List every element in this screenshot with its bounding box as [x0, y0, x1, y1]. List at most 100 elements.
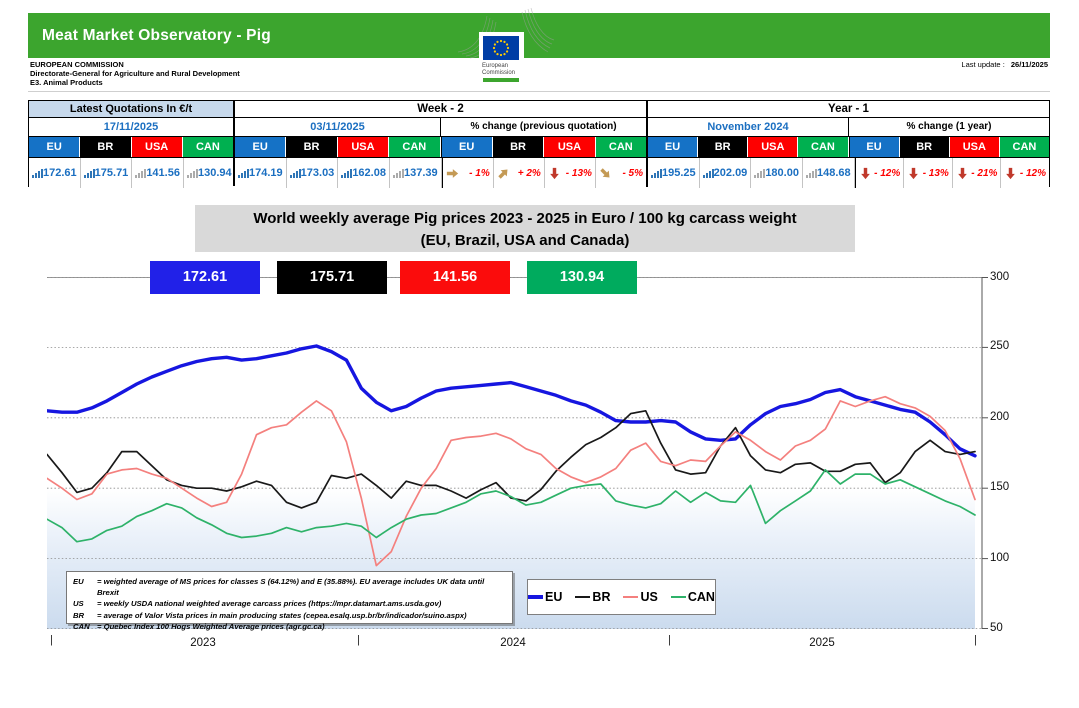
trend-arrow-down-icon — [909, 167, 919, 179]
legend-label: US — [640, 590, 658, 604]
eu-flag-icon — [483, 36, 519, 60]
org-line-1: EUROPEAN COMMISSION — [30, 60, 124, 69]
pct-change-cell-can: - 12% — [1001, 158, 1049, 188]
year-label-2023: 2023 — [190, 637, 216, 649]
mini-bar-chart-icon — [702, 168, 714, 178]
pct-change-cell-br: + 2% — [493, 158, 545, 188]
country-header-can: CAN — [595, 137, 646, 157]
legend-item-br: BR — [575, 590, 610, 604]
country-header-br: BR — [286, 137, 338, 157]
country-header-eu: EU — [440, 137, 493, 157]
footnote-code: EU — [73, 577, 84, 586]
country-header-usa: USA — [337, 137, 390, 157]
y-axis-label-250: 250 — [990, 340, 1010, 353]
chart-title-line1: World weekly average Pig prices 2023 - 2… — [253, 210, 797, 227]
pct-change-cell-eu: - 12% — [854, 158, 905, 188]
footnote-text: = weighted average of MS prices for clas… — [97, 577, 485, 598]
x-axis-tick: | — [50, 634, 53, 646]
header-divider — [28, 91, 1050, 92]
footnote-line-us: US = weekly USDA national weighted averag… — [73, 598, 506, 609]
current-value-box-eu: 172.61 — [150, 261, 260, 294]
quote-value-cell-can: 137.39 — [389, 158, 442, 188]
ec-logo: European Commission — [479, 32, 524, 88]
country-header-br: BR — [698, 137, 749, 157]
table-section-latest: Latest Quotations In €/t 17/11/2025 EU BR… — [29, 101, 235, 188]
y-axis-label-300: 300 — [990, 270, 1010, 283]
trend-arrow-right-icon — [446, 168, 458, 178]
org-line-3: E3. Animal Products — [30, 78, 103, 87]
mini-bar-chart-icon — [83, 168, 95, 178]
y-axis-label-50: 50 — [990, 621, 1003, 634]
legend-label: BR — [592, 590, 611, 604]
year-label-2025: 2025 — [809, 637, 835, 649]
pct-change-cell-usa: - 13% — [544, 158, 596, 188]
pct-change-cell-can: - 5% — [595, 158, 646, 188]
pct-header-week2: % change (previous quotation) — [440, 118, 646, 136]
mini-bar-chart-icon — [289, 168, 301, 178]
quote-value-cell-usa: 180.00 — [751, 158, 803, 188]
country-header-usa: USA — [131, 137, 183, 157]
y-axis-label-200: 200 — [990, 410, 1010, 423]
quote-date-week2: 03/11/2025 — [310, 121, 365, 133]
pct-header-year1: % change (1 year) — [848, 118, 1049, 136]
y-axis-label-100: 100 — [990, 551, 1010, 564]
y-axis-label-150: 150 — [990, 481, 1010, 494]
org-line-2: Directorate-General for Agriculture and … — [30, 69, 240, 78]
report-title: Meat Market Observatory - Pig — [42, 27, 271, 44]
footnote-line-eu: EU = weighted average of MS prices for cl… — [73, 576, 506, 598]
country-header-can: CAN — [798, 137, 849, 157]
footnote-box: EU = weighted average of MS prices for cl… — [66, 571, 513, 631]
quote-value-cell-br: 175.71 — [80, 158, 133, 188]
series-line-eu — [47, 344, 977, 458]
mini-bar-chart-icon — [392, 168, 404, 178]
mini-bar-chart-icon — [135, 168, 147, 178]
quote-value-cell-br: 202.09 — [699, 158, 752, 188]
chart-title: World weekly average Pig prices 2023 - 2… — [195, 205, 855, 252]
footnote-line-can: CAN = Quebec Index 100 Hogs Weighted Aver… — [73, 621, 506, 632]
country-header-can: CAN — [182, 137, 233, 157]
mini-bar-chart-icon — [651, 168, 662, 178]
pct-change-cell-usa: - 21% — [952, 158, 1002, 188]
country-header-can: CAN — [389, 137, 441, 157]
country-header-br: BR — [492, 137, 545, 157]
section-header-week2: Week - 2 — [235, 101, 646, 118]
quote-value-cell-br: 173.03 — [286, 158, 339, 188]
legend-swatch-can — [670, 596, 686, 598]
quote-value-cell-eu: 195.25 — [648, 158, 700, 188]
country-header-eu: EU — [648, 137, 699, 157]
pct-change-cell-br: - 13% — [904, 158, 953, 188]
quote-value-cell-eu: 172.61 — [29, 158, 81, 188]
x-axis-tick: | — [357, 634, 360, 646]
quote-value-cell-usa: 141.56 — [132, 158, 184, 188]
last-update: Last update : 26/11/2025 — [961, 60, 1048, 69]
legend-item-us: US — [623, 590, 658, 604]
chart-legend: EU BR US CAN — [527, 579, 716, 615]
legend-item-can: CAN — [670, 590, 715, 604]
quote-date-year1: November 2024 — [707, 121, 789, 133]
mini-bar-chart-icon — [341, 168, 353, 178]
country-header-usa: USA — [949, 137, 1000, 157]
footnote-text: = Quebec Index 100 Hogs Weighted Average… — [97, 621, 325, 631]
quote-value-cell-can: 148.68 — [802, 158, 855, 188]
current-value-box-us: 141.56 — [400, 261, 510, 294]
section-header-year1: Year - 1 — [648, 101, 1049, 118]
ec-logo-underline — [483, 78, 519, 82]
quote-value-cell-can: 130.94 — [183, 158, 235, 188]
price-line-chart — [47, 277, 988, 629]
footnote-code: US — [73, 599, 84, 609]
quote-value-cell-eu: 174.19 — [235, 158, 287, 188]
quotations-table: Latest Quotations In €/t 17/11/2025 EU BR… — [28, 100, 1050, 188]
table-section-week-2: Week - 2 03/11/2025 % change (previous q… — [233, 101, 646, 188]
section-header-latest: Latest Quotations In €/t — [29, 101, 233, 118]
quote-date-current: 17/11/2025 — [103, 121, 159, 133]
pct-change-cell-eu: - 1% — [441, 158, 494, 188]
trend-arrow-up-right-icon — [498, 169, 508, 179]
footnote-line-br: BR = average of Valor Vista prices in mai… — [73, 610, 506, 621]
current-value-box-can: 130.94 — [527, 261, 637, 294]
legend-item-eu: EU — [528, 590, 562, 604]
country-header-eu: EU — [235, 137, 287, 157]
header-banner: Meat Market Observatory - Pig — [28, 13, 1050, 58]
plot-area — [47, 277, 975, 629]
mini-bar-chart-icon — [186, 168, 198, 178]
table-section-year-1: Year - 1 November 2024 % change (1 year)… — [646, 101, 1049, 188]
